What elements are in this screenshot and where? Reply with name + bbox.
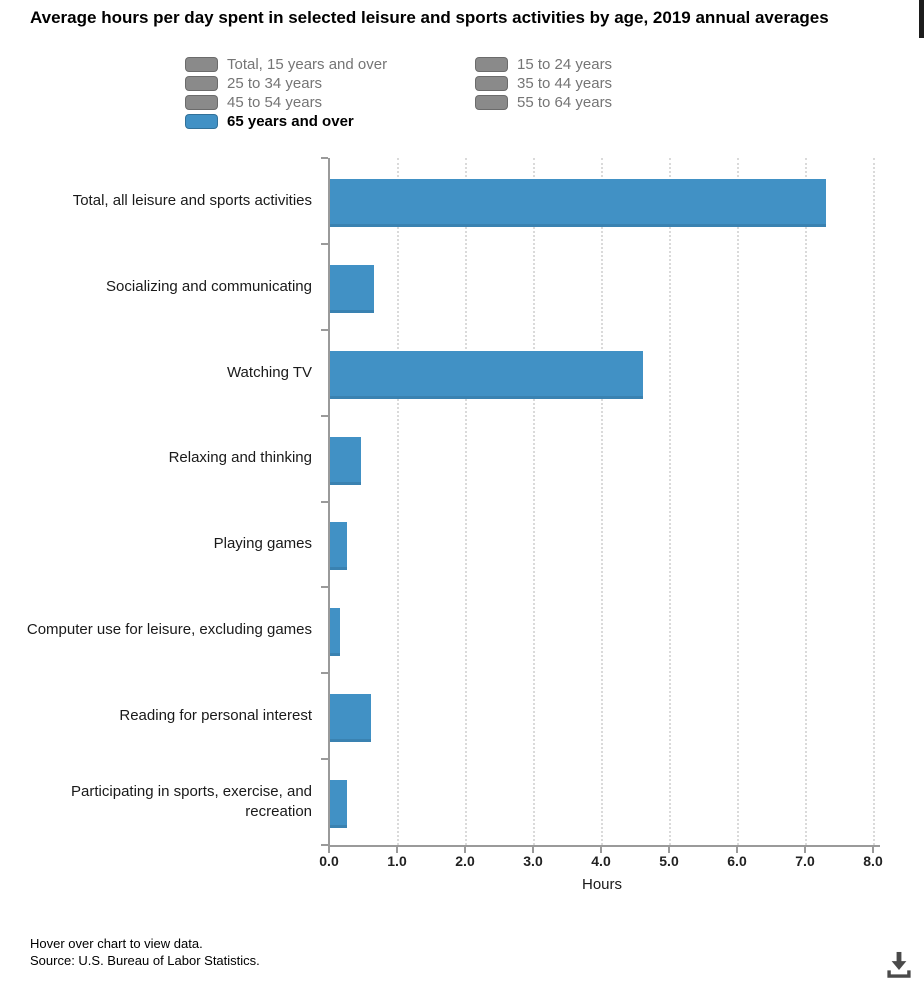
legend-swatch xyxy=(185,76,218,91)
chart-bar[interactable] xyxy=(330,350,643,399)
gridline xyxy=(873,158,875,845)
page-title: Average hours per day spent in selected … xyxy=(30,8,829,27)
x-tick xyxy=(464,847,466,853)
y-tick xyxy=(321,414,328,417)
legend-item-35-to-44-years[interactable]: 35 to 44 years xyxy=(475,74,612,93)
x-axis-line xyxy=(328,845,880,847)
x-tick xyxy=(328,847,330,853)
legend-item-total-15-years-and-over[interactable]: Total, 15 years and over xyxy=(185,55,475,74)
legend-item-45-to-54-years[interactable]: 45 to 54 years xyxy=(185,93,475,112)
x-tick xyxy=(668,847,670,853)
legend-swatch xyxy=(185,95,218,110)
x-tick-label: 6.0 xyxy=(727,853,747,869)
gridline xyxy=(465,158,467,845)
x-tick-label: 2.0 xyxy=(455,853,475,869)
chart-bar[interactable] xyxy=(330,436,361,485)
chart-bar[interactable] xyxy=(330,608,341,657)
gridline xyxy=(397,158,399,845)
legend-label: 15 to 24 years xyxy=(517,56,613,73)
legend-label: Total, 15 years and over xyxy=(227,56,388,73)
y-tick xyxy=(321,844,328,846)
x-tick xyxy=(600,847,602,853)
y-tick xyxy=(321,328,328,331)
legend-swatch xyxy=(185,57,218,72)
gridline xyxy=(805,158,807,845)
gridline xyxy=(669,158,671,845)
x-tick-label: 4.0 xyxy=(591,853,611,869)
category-label: Watching TV xyxy=(226,363,312,381)
gridline xyxy=(737,158,739,845)
chart-bar[interactable] xyxy=(330,694,371,743)
chart-bar[interactable] xyxy=(330,780,347,829)
x-tick-label: 0.0 xyxy=(319,853,339,869)
legend-label: 35 to 44 years xyxy=(517,75,613,92)
x-tick-label: 5.0 xyxy=(659,853,679,869)
legend-item-55-to-64-years[interactable]: 55 to 64 years xyxy=(475,93,612,112)
x-tick-label: 7.0 xyxy=(795,853,815,869)
legend-label: 45 to 54 years xyxy=(227,94,323,111)
legend-item-15-to-24-years[interactable]: 15 to 24 years xyxy=(475,55,612,74)
legend: Total, 15 years and over 15 to 24 years 25… xyxy=(185,55,612,131)
legend-label: 55 to 64 years xyxy=(517,94,613,111)
y-tick xyxy=(321,242,328,245)
x-tick xyxy=(532,847,534,853)
scrollbar-thumb[interactable] xyxy=(919,0,924,38)
category-label: Relaxing and thinking xyxy=(168,449,312,467)
legend-item-65-years-and-over[interactable]: 65 years and over xyxy=(185,112,475,131)
y-tick xyxy=(321,758,328,761)
x-tick xyxy=(396,847,398,853)
x-tick xyxy=(872,847,874,853)
y-tick xyxy=(321,500,328,503)
x-tick-label: 3.0 xyxy=(523,853,543,869)
category-label: Reading for personal interest xyxy=(119,707,312,725)
category-label: Socializing and communicating xyxy=(106,277,312,295)
source-text: Source: U.S. Bureau of Labor Statistics. xyxy=(30,953,260,968)
x-tick-label: 1.0 xyxy=(387,853,407,869)
legend-item-25-to-34-years[interactable]: 25 to 34 years xyxy=(185,74,475,93)
chart-bar[interactable] xyxy=(330,522,347,571)
y-tick xyxy=(321,157,328,159)
hover-hint-text: Hover over chart to view data. xyxy=(30,936,203,951)
chart-bar[interactable] xyxy=(330,178,827,227)
legend-swatch xyxy=(475,76,508,91)
x-tick xyxy=(736,847,738,853)
legend-swatch xyxy=(475,57,508,72)
legend-label: 65 years and over xyxy=(227,113,354,130)
y-tick xyxy=(321,672,328,675)
category-label: Computer use for leisure, excluding game… xyxy=(26,621,312,639)
legend-swatch xyxy=(185,114,218,129)
category-label: Total, all leisure and sports activities xyxy=(72,191,312,209)
gridline xyxy=(533,158,535,845)
x-tick xyxy=(804,847,806,853)
y-axis-line xyxy=(328,158,330,845)
y-tick xyxy=(321,586,328,589)
category-label: Playing games xyxy=(213,535,312,553)
chart-bar[interactable] xyxy=(330,264,375,313)
legend-swatch xyxy=(475,95,508,110)
gridline xyxy=(601,158,603,845)
category-label: Participating in sports, exercise, and r… xyxy=(71,782,312,821)
legend-label: 25 to 34 years xyxy=(227,75,323,92)
x-axis-title: Hours xyxy=(581,876,622,893)
x-tick-label: 8.0 xyxy=(863,853,883,869)
download-button[interactable] xyxy=(878,942,920,986)
download-icon xyxy=(882,946,916,982)
